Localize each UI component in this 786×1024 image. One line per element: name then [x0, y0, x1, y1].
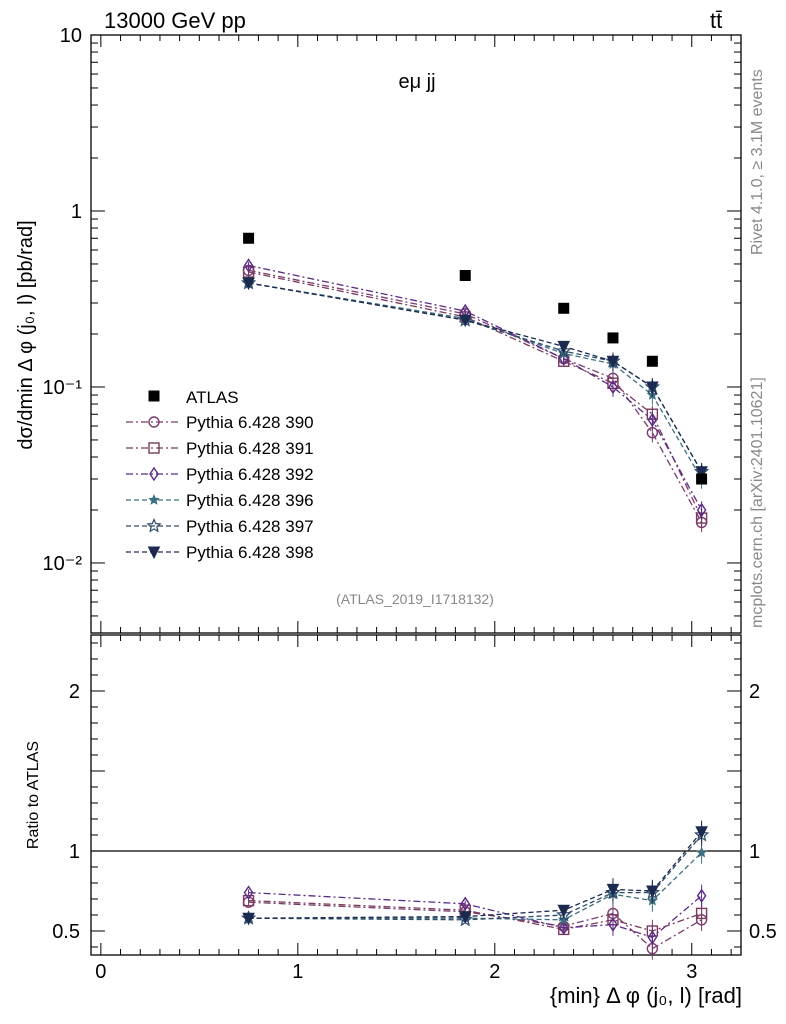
series-392-ratio-point: [647, 930, 658, 945]
atlas-data-point: [607, 332, 619, 344]
legend-label: Pythia 6.428 392: [186, 465, 314, 484]
legend-marker: [148, 493, 160, 505]
series-398-point: [606, 355, 620, 369]
series-391-ratio-line: [248, 899, 702, 932]
series-398-point: [646, 381, 659, 395]
legend-label: Pythia 6.428 390: [186, 413, 314, 432]
legend-marker: [149, 466, 159, 482]
series-392-point: [243, 258, 254, 273]
atlas-data-point: [558, 302, 570, 314]
y-tick-label-main: 10⁻²: [43, 553, 83, 575]
chart-title: eμ jj: [398, 71, 435, 93]
x-tick-label: 0: [95, 961, 106, 983]
x-tick-label: 3: [686, 961, 697, 983]
series-398-point: [557, 340, 571, 354]
y-tick-label-ratio: 1: [69, 841, 80, 863]
series-398-ratio-point: [557, 904, 571, 918]
series-397-line: [248, 282, 703, 473]
x-tick-label: 2: [489, 961, 500, 983]
series-398-ratio-point: [646, 885, 659, 899]
analysis-label: (ATLAS_2019_I1718132): [336, 591, 494, 607]
series-391-ratio-point: [695, 907, 708, 920]
atlas-data-point: [459, 269, 471, 281]
legend-label: Pythia 6.428 396: [186, 491, 314, 510]
y-axis-title-ratio: Ratio to ATLAS: [25, 741, 42, 849]
legend-label: Pythia 6.428 398: [186, 543, 314, 562]
legend-marker: [147, 546, 161, 560]
series-396-line: [248, 282, 703, 480]
series-390-ratio-line: [248, 901, 702, 950]
legend-label: Pythia 6.428 391: [186, 439, 314, 458]
y-tick-label-ratio: 2: [69, 681, 80, 703]
y-tick-label-main: 10: [60, 25, 82, 47]
legend-marker: [148, 416, 160, 428]
y-tick-label-ratio-right: 0.5: [749, 921, 777, 943]
series-398-point: [695, 466, 708, 479]
series-398-ratio-line: [248, 831, 703, 919]
ratio-plot-frame: [90, 634, 742, 956]
series-390-line: [248, 269, 703, 523]
y-tick-label-main: 10⁻¹: [43, 377, 83, 399]
series-396-ratio-point: [695, 846, 708, 858]
series-392-point: [696, 502, 707, 518]
legend-marker: [146, 517, 162, 533]
y-tick-label-ratio-right: 2: [749, 681, 760, 703]
legend-marker: [148, 442, 160, 454]
series-392-ratio-line: [248, 891, 703, 939]
y-tick-label-ratio-right: 1: [749, 841, 760, 863]
series-392-point: [608, 379, 618, 395]
atlas-data-point: [646, 355, 658, 367]
series-398-point: [242, 277, 255, 291]
series-392-ratio-point: [243, 885, 254, 900]
mcplots-label: mcplots.cern.ch [arXiv:2401.10621]: [749, 377, 766, 628]
y-axis-title-main: dσ/dmin Δ φ (j₀, l) [pb/rad]: [15, 220, 37, 449]
y-tick-label-ratio: 0.5: [52, 921, 80, 943]
process-label: tt̄: [710, 8, 722, 33]
series-392-line: [248, 264, 703, 511]
series-398-ratio-point: [606, 883, 620, 897]
legend-label: Pythia 6.428 397: [186, 517, 314, 536]
atlas-data-point: [696, 473, 708, 485]
series-392-ratio-point: [608, 917, 618, 932]
series-391-line: [248, 271, 703, 519]
legend-atlas-label: ATLAS: [186, 388, 239, 407]
series-398-ratio-point: [458, 911, 472, 924]
x-tick-label: 1: [292, 961, 303, 983]
series-398-line: [248, 282, 703, 473]
series-392-ratio-point: [558, 920, 569, 936]
series-397-point: [556, 342, 572, 358]
series-398-ratio-point: [242, 912, 255, 926]
series-397-ratio-point: [556, 906, 572, 922]
series-398-point: [458, 314, 472, 328]
x-axis-title: {min} Δ φ (j₀, l) [rad]: [550, 983, 742, 1008]
series-398-ratio-point: [695, 826, 708, 839]
energy-label: 13000 GeV pp: [104, 8, 246, 33]
series-396-ratio-line: [248, 852, 703, 921]
series-397-ratio-line: [248, 834, 703, 921]
rivet-version-label: Rivet 4.1.0, ≥ 3.1M events: [749, 69, 766, 255]
atlas-data-point: [243, 232, 255, 244]
y-tick-label-main: 1: [71, 201, 82, 223]
legend-atlas-marker: [148, 390, 160, 402]
series-392-point: [647, 412, 658, 428]
series-392-ratio-point: [696, 888, 707, 904]
series-392-ratio-point: [460, 896, 471, 912]
